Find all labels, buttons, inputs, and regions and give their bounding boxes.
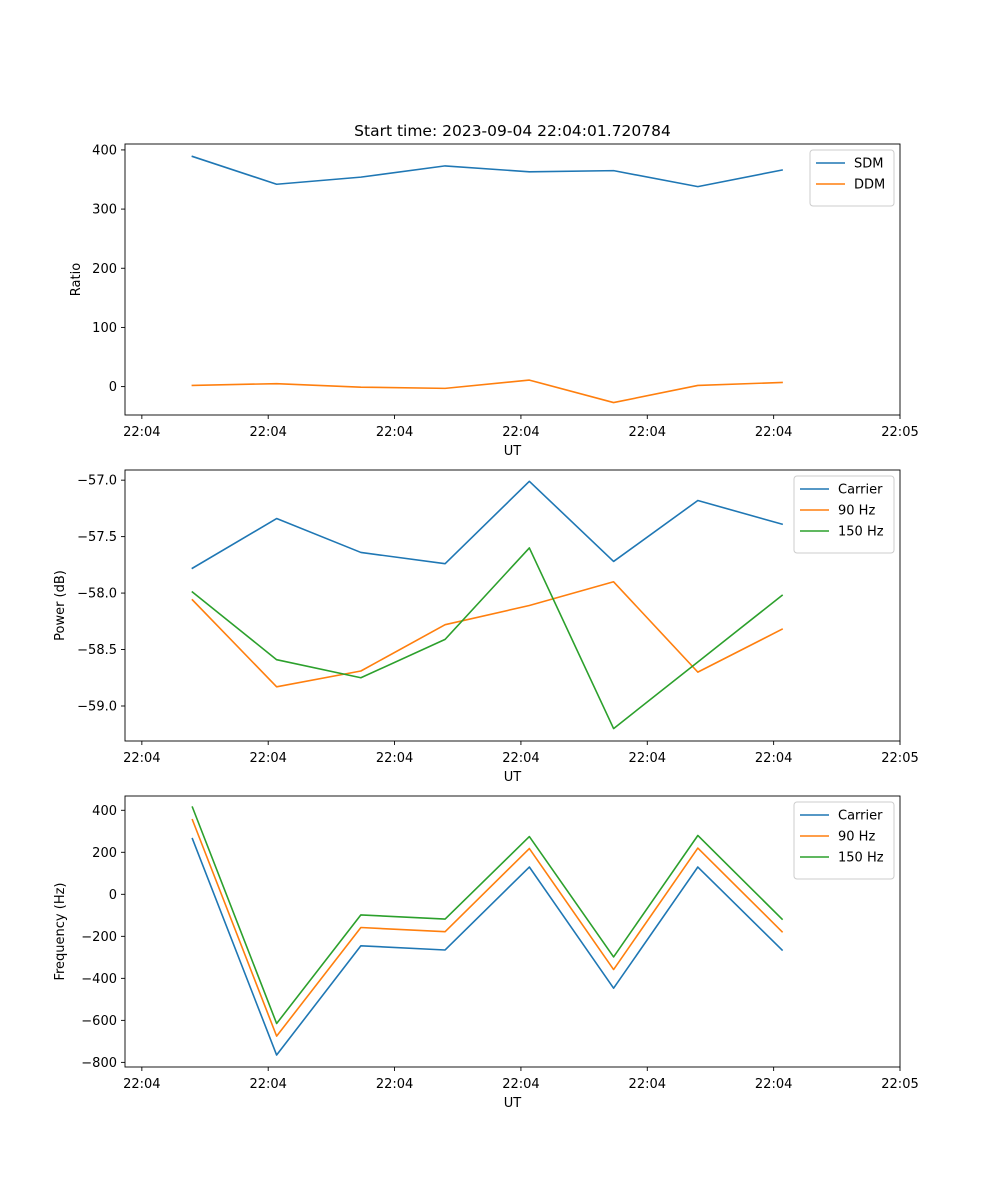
x-tick-label: 22:04 <box>755 425 792 440</box>
series-line-90-hz <box>191 818 784 1037</box>
y-tick-label: −59.0 <box>77 699 117 714</box>
y-axis-label: Frequency (Hz) <box>53 882 68 980</box>
legend-label: Carrier <box>838 483 883 498</box>
y-tick-label: −200 <box>81 930 117 945</box>
legend-box <box>793 475 895 554</box>
legend-label: 90 Hz <box>838 830 875 845</box>
y-tick-label: 0 <box>109 380 117 395</box>
y-tick-label: −57.5 <box>77 530 117 545</box>
x-tick-label: 22:04 <box>123 1077 160 1092</box>
y-tick-label: 400 <box>92 143 117 158</box>
x-tick-label: 22:04 <box>629 425 666 440</box>
chart-panel-3: 22:04 22:04 22:04 22:04 22:04 22:04 22:05 −800 −… <box>53 795 919 1111</box>
y-tick-label: −600 <box>81 1014 117 1029</box>
series-line-ddm <box>191 379 783 404</box>
legend-label: SDM <box>854 157 883 172</box>
x-axis-label: UT <box>504 444 522 459</box>
y-tick-label: 0 <box>109 888 117 903</box>
y-tick-label: 400 <box>92 804 117 819</box>
legend-label: Carrier <box>838 809 883 824</box>
x-tick-label: 22:04 <box>376 425 413 440</box>
x-tick-label: 22:04 <box>249 751 286 766</box>
legend-label: 90 Hz <box>838 504 875 519</box>
x-tick-label: 22:04 <box>249 425 286 440</box>
y-tick-label: −400 <box>81 972 117 987</box>
x-tick-label: 22:04 <box>755 1077 792 1092</box>
series-line-90-hz <box>191 580 784 688</box>
legend-label: 150 Hz <box>838 525 884 540</box>
legend-box <box>793 801 895 880</box>
legend-box <box>809 149 895 207</box>
x-tick-label: 22:04 <box>629 1077 666 1092</box>
x-tick-label: 22:04 <box>502 751 539 766</box>
x-tick-label: 22:04 <box>123 751 160 766</box>
x-tick-label: 22:04 <box>123 425 160 440</box>
series-line-150-hz <box>191 806 784 1025</box>
x-tick-label: 22:04 <box>502 425 539 440</box>
y-tick-label: 200 <box>92 846 117 861</box>
chart-panel-2: 22:04 22:04 22:04 22:04 22:04 22:04 22:05 −59.0… <box>53 469 919 785</box>
x-tick-label: 22:04 <box>502 1077 539 1092</box>
y-tick-label: 300 <box>92 203 117 218</box>
x-tick-label: 22:04 <box>629 751 666 766</box>
chart-panel-1: 22:04 22:04 22:04 22:04 22:04 22:04 22:05 0 100 2… <box>69 143 919 459</box>
x-tick-label: 22:04 <box>249 1077 286 1092</box>
y-tick-label: −58.0 <box>77 587 117 602</box>
y-tick-label: −57.0 <box>77 474 117 489</box>
series-line-sdm <box>191 155 784 188</box>
legend: Carrier 90 Hz 150 Hz <box>793 475 895 554</box>
x-tick-label: 22:05 <box>881 751 918 766</box>
x-tick-label: 22:05 <box>881 425 918 440</box>
x-axis-label: UT <box>504 770 522 785</box>
axes-frame <box>124 143 901 416</box>
y-axis-label: Power (dB) <box>53 570 68 641</box>
y-tick-label: −800 <box>81 1056 117 1071</box>
y-tick-label: 100 <box>92 321 117 336</box>
y-tick-label: 200 <box>92 262 117 277</box>
figure-title: Start time: 2023-09-04 22:04:01.720784 <box>354 122 671 140</box>
axes-frame <box>124 795 901 1068</box>
x-tick-label: 22:05 <box>881 1077 918 1092</box>
axes-frame <box>124 469 901 742</box>
legend-label: DDM <box>854 178 885 193</box>
legend: SDM DDM <box>809 149 895 207</box>
y-tick-label: −58.5 <box>77 643 117 658</box>
chart-panels: 22:04 22:04 22:04 22:04 22:04 22:04 22:05 0 100 2… <box>53 143 919 1111</box>
x-tick-label: 22:04 <box>376 1077 413 1092</box>
series-line-carrier <box>191 837 784 1056</box>
x-tick-label: 22:04 <box>755 751 792 766</box>
x-axis-label: UT <box>504 1096 522 1111</box>
legend: Carrier 90 Hz 150 Hz <box>793 801 895 880</box>
legend-label: 150 Hz <box>838 851 884 866</box>
x-tick-label: 22:04 <box>376 751 413 766</box>
y-axis-label: Ratio <box>69 263 84 296</box>
series-line-150-hz <box>191 547 784 730</box>
series-line-carrier <box>191 480 784 570</box>
